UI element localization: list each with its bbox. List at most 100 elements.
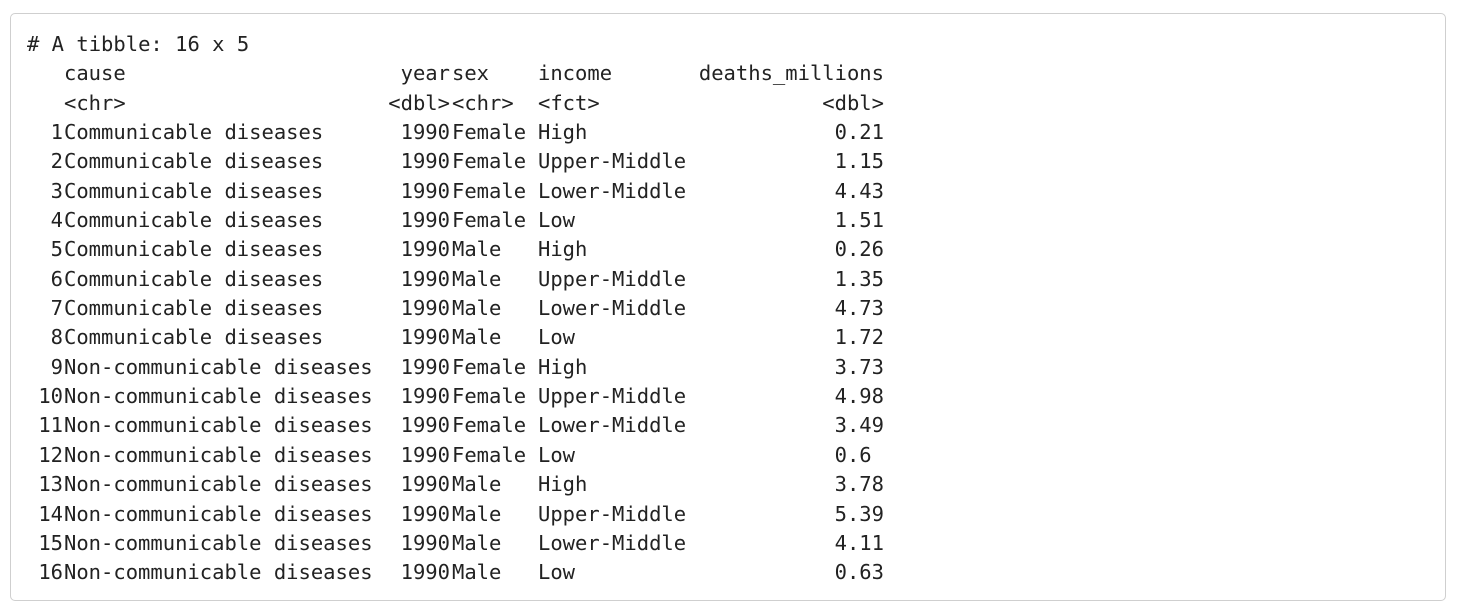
table-row: 11Non-communicable diseases 1990Female Low… <box>27 411 884 440</box>
cell-income: Upper-Middle <box>538 382 698 411</box>
cell-deaths-millions: 3.78 <box>698 470 884 499</box>
table-row: 8Communicable diseases 1990Male Low 1.72 <box>27 323 884 352</box>
cell-income: Low <box>538 441 698 470</box>
cell-cause: Non-communicable diseases <box>63 382 386 411</box>
cell-sex: Female <box>450 118 538 147</box>
column-header-year: year <box>386 59 450 88</box>
table-row: 7Communicable diseases 1990Male Lower-Midd… <box>27 294 884 323</box>
cell-year: 1990 <box>386 265 450 294</box>
cell-year: 1990 <box>386 294 450 323</box>
cell-cause: Non-communicable diseases <box>63 500 386 529</box>
cell-income: Lower-Middle <box>538 529 698 558</box>
cell-year: 1990 <box>386 235 450 264</box>
cell-year: 1990 <box>386 177 450 206</box>
table-row: 14Non-communicable diseases 1990Male Upper… <box>27 500 884 529</box>
column-type-income: <fct> <box>538 89 698 118</box>
cell-sex: Male <box>450 558 538 587</box>
cell-cause: Non-communicable diseases <box>63 441 386 470</box>
table-row: 10Non-communicable diseases 1990Female Upp… <box>27 382 884 411</box>
cell-cause: Communicable diseases <box>63 118 386 147</box>
console-output-panel: # A tibble: 16 x 5 cause yearsex income dea… <box>10 13 1446 601</box>
cell-year: 1990 <box>386 411 450 440</box>
cell-income: Lower-Middle <box>538 177 698 206</box>
column-type-sex: <chr> <box>450 89 538 118</box>
cell-sex: Female <box>450 206 538 235</box>
cell-sex: Female <box>450 441 538 470</box>
cell-sex: Male <box>450 235 538 264</box>
cell-cause: Non-communicable diseases <box>63 353 386 382</box>
cell-deaths-millions: 3.49 <box>698 411 884 440</box>
cell-income: Low <box>538 323 698 352</box>
cell-year: 1990 <box>386 441 450 470</box>
cell-income: Upper-Middle <box>538 500 698 529</box>
table-row: 16Non-communicable diseases 1990Male Low 0.… <box>27 558 884 587</box>
cell-year: 1990 <box>386 353 450 382</box>
table-row: 12Non-communicable diseases 1990Female Low… <box>27 441 884 470</box>
cell-sex: Male <box>450 500 538 529</box>
cell-year: 1990 <box>386 558 450 587</box>
cell-year: 1990 <box>386 118 450 147</box>
table-body: 1Communicable diseases 1990Female High 0.21… <box>27 118 884 588</box>
cell-deaths-millions: 0.63 <box>698 558 884 587</box>
column-type-cause: <chr> <box>63 89 386 118</box>
table-row: 6Communicable diseases 1990Male Upper-Midd… <box>27 265 884 294</box>
table-row: 4Communicable diseases 1990Female Low 1.51 <box>27 206 884 235</box>
cell-deaths-millions: 5.39 <box>698 500 884 529</box>
cell-income: High <box>538 235 698 264</box>
column-header-deaths-millions: deaths_millions <box>698 59 884 88</box>
table-row: 15Non-communicable diseases 1990Male Lower… <box>27 529 884 558</box>
cell-cause: Communicable diseases <box>63 294 386 323</box>
cell-income: Upper-Middle <box>538 147 698 176</box>
cell-cause: Communicable diseases <box>63 147 386 176</box>
cell-year: 1990 <box>386 529 450 558</box>
row-index: 1 <box>27 118 63 147</box>
column-type-row: <chr> <dbl><chr> <fct> <dbl> <box>27 89 884 118</box>
cell-deaths-millions: 4.73 <box>698 294 884 323</box>
table-row: 5Communicable diseases 1990Male High 0.26 <box>27 235 884 264</box>
cell-sex: Male <box>450 470 538 499</box>
row-index: 3 <box>27 177 63 206</box>
row-index: 6 <box>27 265 63 294</box>
row-index: 11 <box>27 411 63 440</box>
cell-sex: Female <box>450 147 538 176</box>
column-header-sex: sex <box>450 59 538 88</box>
cell-sex: Female <box>450 411 538 440</box>
cell-cause: Communicable diseases <box>63 265 386 294</box>
column-header-income: income <box>538 59 698 88</box>
column-header-row: cause yearsex income deaths_millions <box>27 59 884 88</box>
table-row: 1Communicable diseases 1990Female High 0.21 <box>27 118 884 147</box>
cell-deaths-millions: 0.21 <box>698 118 884 147</box>
row-index: 9 <box>27 353 63 382</box>
table-row: 2Communicable diseases 1990Female Upper-Mi… <box>27 147 884 176</box>
cell-deaths-millions: 0.6 <box>698 441 884 470</box>
cell-income: High <box>538 353 698 382</box>
cell-year: 1990 <box>386 382 450 411</box>
row-index: 4 <box>27 206 63 235</box>
cell-cause: Communicable diseases <box>63 235 386 264</box>
cell-income: Upper-Middle <box>538 265 698 294</box>
column-type-deaths-millions: <dbl> <box>698 89 884 118</box>
cell-income: Low <box>538 206 698 235</box>
row-index: 7 <box>27 294 63 323</box>
cell-sex: Female <box>450 177 538 206</box>
row-index: 14 <box>27 500 63 529</box>
cell-deaths-millions: 4.98 <box>698 382 884 411</box>
cell-cause: Non-communicable diseases <box>63 470 386 499</box>
row-index: 10 <box>27 382 63 411</box>
row-index: 8 <box>27 323 63 352</box>
row-index: 5 <box>27 235 63 264</box>
table-row: 3Communicable diseases 1990Female Lower-Mi… <box>27 177 884 206</box>
column-header-cause: cause <box>63 59 386 88</box>
cell-deaths-millions: 1.15 <box>698 147 884 176</box>
row-index: 15 <box>27 529 63 558</box>
table-row: 9Non-communicable diseases 1990Female High… <box>27 353 884 382</box>
cell-deaths-millions: 1.72 <box>698 323 884 352</box>
cell-cause: Communicable diseases <box>63 177 386 206</box>
cell-deaths-millions: 3.73 <box>698 353 884 382</box>
cell-income: High <box>538 118 698 147</box>
row-index: 13 <box>27 470 63 499</box>
cell-year: 1990 <box>386 500 450 529</box>
column-type-year: <dbl> <box>386 89 450 118</box>
cell-deaths-millions: 1.35 <box>698 265 884 294</box>
cell-cause: Communicable diseases <box>63 323 386 352</box>
